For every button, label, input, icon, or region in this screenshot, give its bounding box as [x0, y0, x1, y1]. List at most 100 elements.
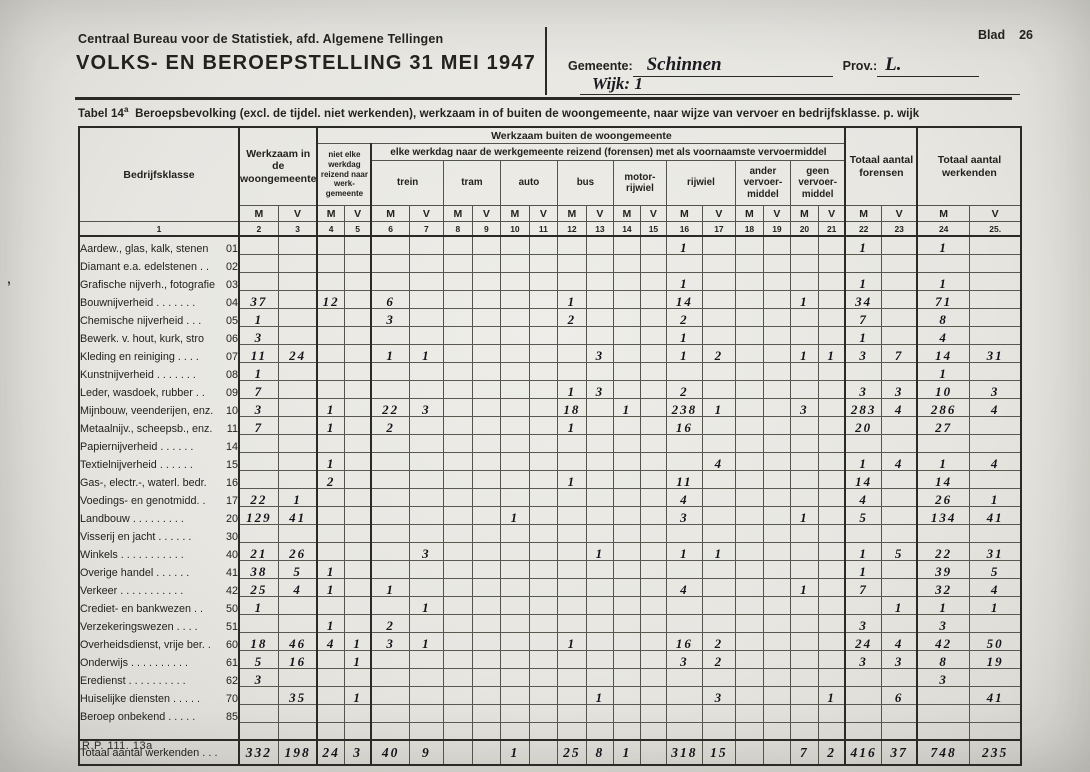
cell-10-col4: 1: [316, 398, 345, 417]
cell-20-col2: 129: [237, 506, 279, 525]
cell-30-col24: [916, 524, 970, 543]
cell-07-col24: 14: [916, 344, 970, 363]
cell-62-col5: [343, 668, 372, 687]
cell-85-col22: [844, 704, 882, 723]
cell-85-col14: [612, 704, 641, 723]
cell-14-col19: [762, 434, 791, 453]
cell-85-col24: [916, 704, 970, 723]
row-label-11: Metaalnijv., scheepsb., enz. 11: [80, 422, 238, 435]
cell-30-col2: [237, 524, 279, 543]
cell-04-col6: 6: [370, 290, 410, 309]
cell-01-col18: [734, 236, 764, 255]
cell-02-col18: [734, 254, 764, 273]
cell-41-col21: [817, 560, 846, 579]
cell-05-col22: 7: [844, 308, 882, 327]
cell-85-col13: [585, 704, 614, 723]
cell-01-col25: [968, 236, 1022, 255]
cell-42-col24: 32: [916, 578, 970, 597]
cell-04-col3: [277, 290, 318, 309]
cell-17-col23: [880, 488, 918, 507]
col-header-auto: auto: [499, 160, 558, 206]
cell-50-col16: [665, 596, 703, 615]
cell-85-col9: [471, 704, 501, 723]
cell-61-col19: [762, 650, 791, 669]
cell-16-col13: [585, 470, 614, 489]
col-number: 8: [442, 221, 473, 237]
cell-20-col14: [612, 506, 641, 525]
cell-11-col4: 1: [316, 416, 345, 435]
total-cell-col16: 318: [665, 740, 703, 766]
row-label-09: Leder, wasdoek, rubber . . 09: [80, 386, 238, 399]
cell-60-col13: [585, 632, 614, 651]
cell-50-col6: [370, 596, 410, 615]
cell-20-col20: 1: [789, 506, 819, 525]
cell-85-col16: [665, 704, 703, 723]
cell-30-col8: [442, 524, 473, 543]
cell-15-col20: [789, 452, 819, 471]
cell-14-col14: [612, 434, 641, 453]
cell-60-col12: 1: [556, 632, 587, 651]
cell-14-col22: [844, 434, 882, 453]
total-cell-col18: [734, 740, 764, 766]
cell-40-col8: [442, 542, 473, 561]
cell-04-col14: [612, 290, 641, 309]
table-row-05: Chemische nijverheid . . . 05 1 3 2 2 7 8: [79, 308, 1022, 327]
cell-61-col23: 3: [880, 650, 918, 669]
cell-41-col10: [499, 560, 530, 579]
cell-42-col9: [471, 578, 501, 597]
cell-20-col6: [370, 506, 410, 525]
cell-40-col7: 3: [408, 542, 444, 561]
cell-03-col11: [528, 272, 558, 291]
cell-07-col4: [316, 344, 345, 363]
cell-16-col8: [442, 470, 473, 489]
cell-20-col23: [880, 506, 918, 525]
cell-61-col17: 2: [701, 650, 736, 669]
cell-15-col10: [499, 452, 530, 471]
cell-05-col7: [408, 308, 444, 327]
row-label-40: Winkels . . . . . . . . . . . 40: [80, 548, 238, 561]
cell-04-col5: [343, 290, 372, 309]
table-row-51: Verzekeringswezen . . . . 51 1 2 3 3: [79, 614, 1022, 633]
cell-60-col16: 16: [665, 632, 703, 651]
cell-03-col10: [499, 272, 530, 291]
cell-16-col24: 14: [916, 470, 970, 489]
col-header-ander-vervoermiddel: ander vervoer-middel: [734, 160, 791, 206]
cell-15-col24: 1: [916, 452, 970, 471]
cell-41-col3: 5: [277, 560, 318, 579]
cell-15-col23: 4: [880, 452, 918, 471]
cell-62-col7: [408, 668, 444, 687]
cell-03-col12: [556, 272, 587, 291]
cell-05-col13: [585, 308, 614, 327]
gemeente-handwritten-value: Schinnen: [632, 54, 833, 77]
cell-14-col5: [343, 434, 372, 453]
scan-artifact-mark: ’: [7, 278, 11, 294]
cell-05-col17: [701, 308, 736, 327]
cell-60-col6: 3: [370, 632, 410, 651]
table-row-03: Grafische nijverh., fotografie 03 1 1 1: [79, 272, 1022, 291]
mv-header: M: [237, 205, 279, 222]
cell-30-col17: [701, 524, 736, 543]
cell-41-col4: 1: [316, 560, 345, 579]
cell-09-col19: [762, 380, 791, 399]
cell-17-col9: [471, 488, 501, 507]
cell-85-col20: [789, 704, 819, 723]
cell-03-col3: [277, 272, 318, 291]
total-cell-col12: 25: [556, 740, 587, 766]
cell-07-col20: 1: [789, 344, 819, 363]
cell-02-col15: [639, 254, 667, 273]
cell-08-col5: [343, 362, 372, 381]
cell-04-col7: [408, 290, 444, 309]
cell-41-col2: 38: [237, 560, 279, 579]
cell-11-col7: [408, 416, 444, 435]
cell-10-col13: [585, 398, 614, 417]
cell-30-col16: [665, 524, 703, 543]
table-row-40: Winkels . . . . . . . . . . . 40 21 26 3 1 1 1 1…: [79, 542, 1022, 561]
cell-30-col15: [639, 524, 667, 543]
total-cell-col2: 332: [237, 740, 279, 766]
cell-10-col16: 238: [665, 398, 703, 417]
cell-03-col8: [442, 272, 473, 291]
cell-10-col18: [734, 398, 764, 417]
cell-03-col24: 1: [916, 272, 970, 291]
cell-08-col20: [789, 362, 819, 381]
mv-header: M: [556, 205, 587, 222]
